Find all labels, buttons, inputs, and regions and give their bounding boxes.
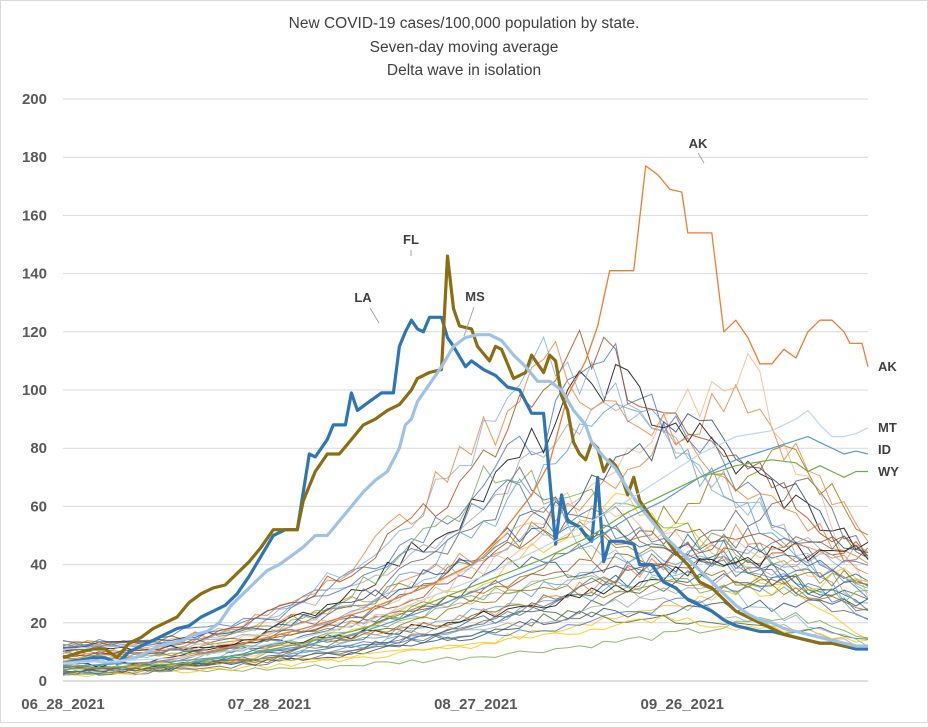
label-leader-line	[369, 307, 380, 324]
state-line	[62, 569, 869, 672]
state-line	[62, 464, 869, 676]
series-label-id: ID	[878, 442, 891, 457]
x-tick-label: 07_28_2021	[228, 696, 311, 713]
highlighted-series	[62, 165, 869, 671]
chart-title-line-1: New COVID-19 cases/100,000 population by…	[289, 15, 640, 32]
y-tick-label: 20	[30, 615, 47, 632]
series-line-ms	[62, 333, 868, 666]
y-tick-label: 160	[22, 207, 47, 224]
chart-title: New COVID-19 cases/100,000 population by…	[289, 15, 640, 79]
state-line	[62, 363, 869, 669]
chart-title-line-2: Seven-day moving average	[370, 39, 559, 56]
x-tick-label: 06_28_2021	[21, 696, 104, 713]
state-line	[62, 403, 869, 676]
y-tick-label: 0	[39, 673, 47, 690]
series-line-fl	[62, 254, 868, 660]
series-line-mt	[62, 409, 869, 665]
series-label-ak: AK	[689, 136, 708, 151]
gridlines	[63, 98, 868, 624]
series-label-fl: FL	[403, 232, 419, 247]
state-line	[62, 526, 869, 673]
state-line	[62, 342, 869, 647]
state-line	[62, 510, 869, 675]
y-tick-label: 180	[22, 149, 47, 166]
y-tick-label: 120	[22, 324, 47, 341]
series-label-mt: MT	[878, 420, 897, 435]
y-tick-label: 140	[22, 266, 47, 283]
series-line-id	[62, 436, 869, 668]
axes: 0 20 40 60 80 100 120 140 160 180 200 06_28_2021 07_…	[21, 91, 868, 713]
label-leader-line	[697, 152, 705, 164]
state-line	[62, 567, 869, 675]
y-tick-label: 100	[22, 382, 47, 399]
state-line	[63, 544, 869, 652]
series-label-ms: MS	[465, 289, 485, 304]
state-line	[62, 574, 869, 662]
y-tick-label: 200	[22, 91, 47, 108]
series-line-wy	[62, 459, 868, 670]
x-tick-label: 08_27_2021	[434, 696, 517, 713]
label-leader-line	[463, 306, 475, 337]
series-labels: AK AK FL LA MS MT ID WY	[354, 136, 899, 479]
other-state-lines	[62, 328, 869, 678]
y-tick-label: 60	[30, 498, 47, 515]
series-label-ak: AK	[878, 359, 897, 374]
x-tick-label: 09_26_2021	[641, 696, 724, 713]
state-line	[62, 541, 869, 652]
y-tick-label: 80	[30, 440, 47, 457]
series-line-ak	[62, 165, 869, 671]
series-label-wy: WY	[878, 464, 899, 479]
chart-title-line-3: Delta wave in isolation	[387, 62, 541, 79]
state-line	[62, 328, 869, 658]
state-line	[62, 540, 869, 647]
state-line	[62, 611, 869, 676]
y-tick-label: 40	[30, 557, 47, 574]
series-label-la: LA	[354, 290, 372, 305]
state-line	[62, 477, 869, 676]
state-line	[62, 413, 869, 649]
state-line	[62, 560, 869, 655]
series-line-la	[62, 315, 868, 666]
